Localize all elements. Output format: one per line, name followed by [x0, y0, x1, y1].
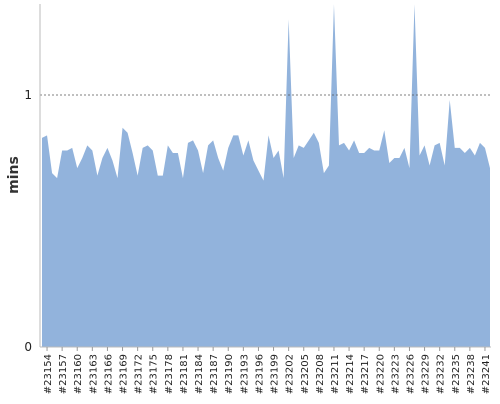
x-tick-label: #23157 — [58, 354, 69, 394]
x-tick-label: #23226 — [405, 354, 416, 394]
x-tick-label: #23169 — [119, 354, 130, 394]
x-tick-label: #23160 — [73, 354, 84, 394]
x-tick-label: #23208 — [315, 354, 326, 394]
x-tick-label: #23220 — [375, 354, 386, 394]
x-tick-label: #23163 — [88, 354, 99, 394]
x-tick-label: #23196 — [254, 354, 265, 394]
x-tick-label: #23229 — [421, 354, 432, 394]
x-tick-label: #23235 — [451, 354, 462, 394]
x-tick-label: #23175 — [149, 354, 160, 394]
x-tick-label: #23214 — [345, 354, 356, 394]
plot-area — [40, 4, 491, 348]
x-tick-label: #23154 — [43, 354, 54, 394]
y-tick-label: 0 — [24, 340, 32, 354]
x-tick-label: #23232 — [436, 354, 447, 394]
x-tick-label: #23238 — [466, 354, 477, 394]
x-tick-label: #23211 — [330, 354, 341, 394]
x-tick-label: #23223 — [390, 354, 401, 394]
axes: 0 1 #23154 #23157 #23160 #23163 #23166 #23169 #2… — [24, 4, 492, 394]
x-tick-label: #23190 — [224, 354, 235, 394]
x-tick-label: #23193 — [239, 354, 250, 394]
x-tick-label: #23187 — [209, 354, 220, 394]
x-tick-label: #23205 — [300, 354, 311, 394]
x-tick-label: #23166 — [103, 354, 114, 394]
y-axis-label: mins — [6, 156, 22, 194]
x-tick-label: #23181 — [179, 354, 190, 394]
y-tick-label: 1 — [24, 88, 32, 102]
x-tick-label: #23172 — [134, 354, 145, 394]
x-tick-label: #23241 — [481, 354, 492, 394]
x-tick-label: #23202 — [285, 354, 296, 394]
x-tick-label: #23178 — [164, 354, 175, 394]
x-tick-label: #23184 — [194, 354, 205, 394]
x-tick-label: #23217 — [360, 354, 371, 394]
x-tick-label: #23199 — [270, 354, 281, 394]
area-series — [42, 4, 490, 348]
